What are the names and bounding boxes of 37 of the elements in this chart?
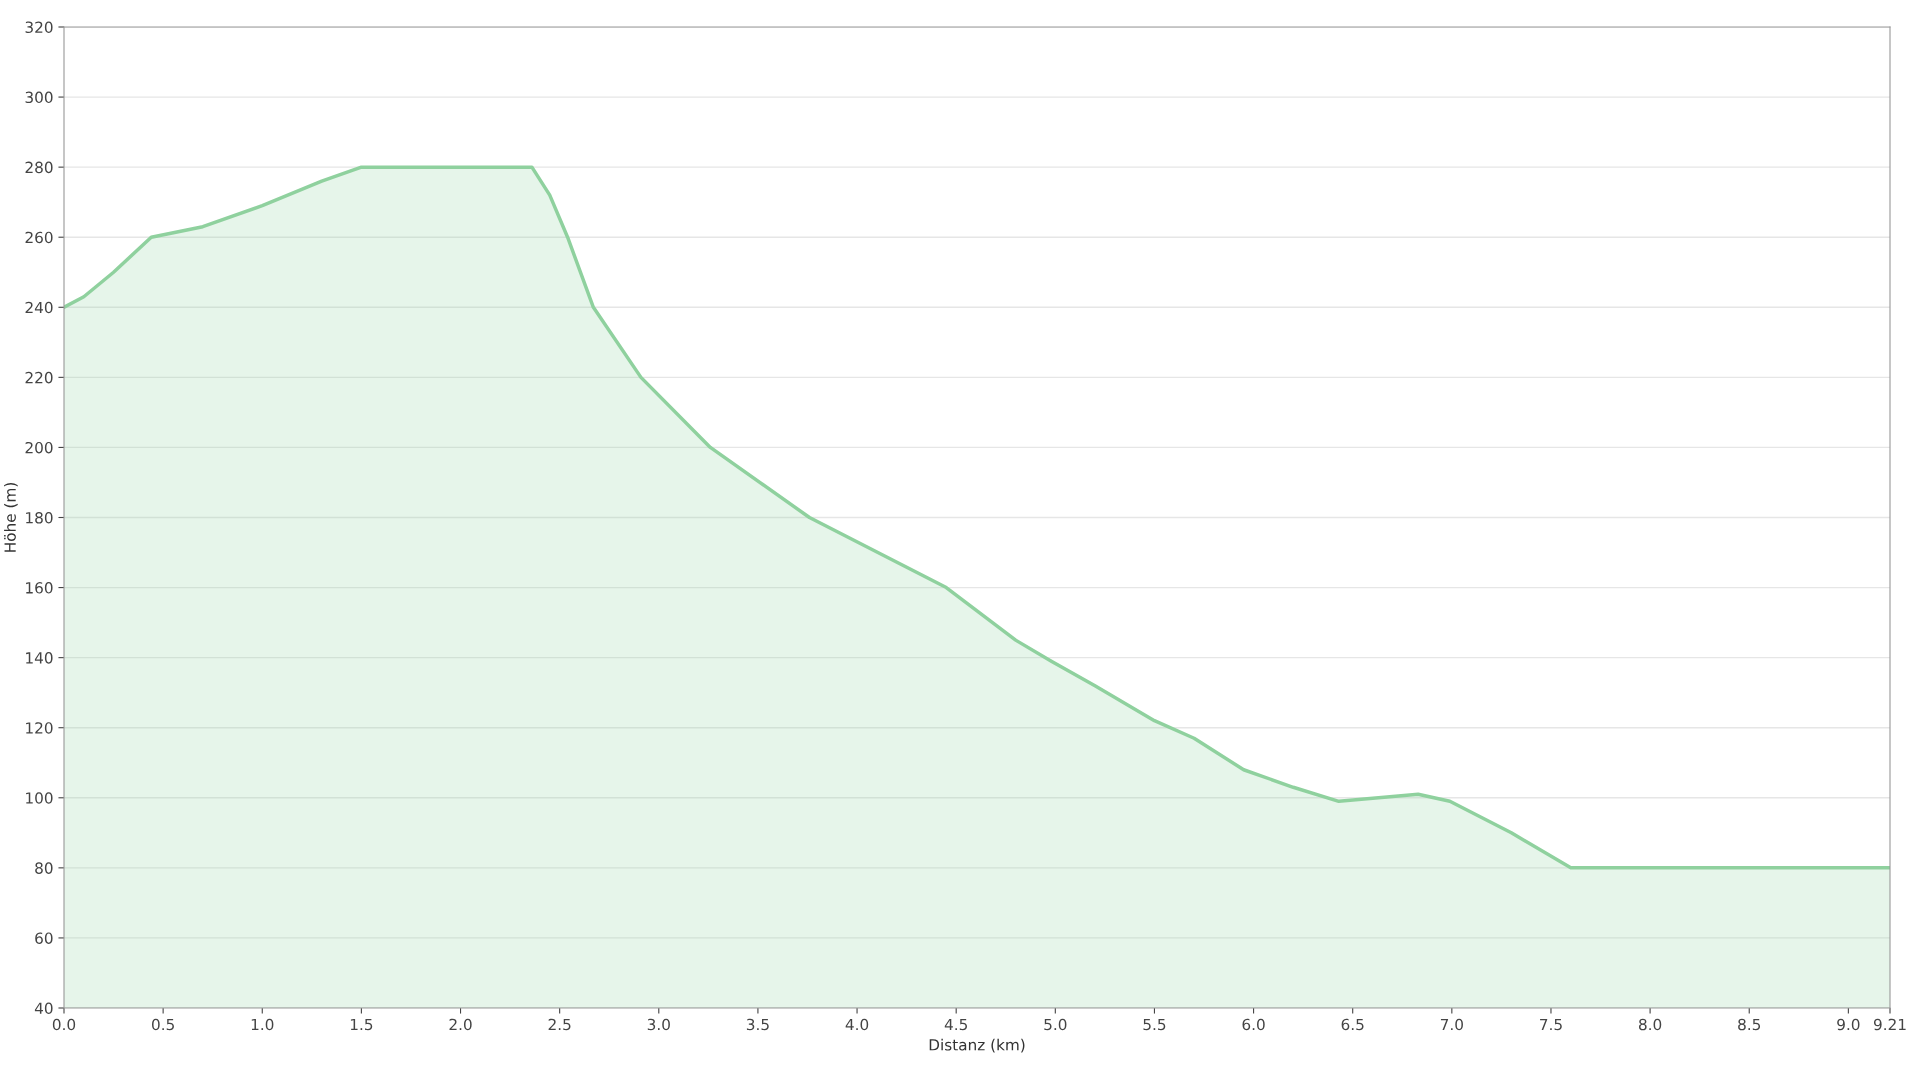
x-tick-label: 1.0 <box>251 1018 274 1031</box>
y-tick-label: 260 <box>25 231 53 244</box>
y-tick-label: 220 <box>25 371 53 384</box>
x-tick-label: 0.0 <box>52 1018 76 1031</box>
y-tick-label: 180 <box>26 511 53 524</box>
x-tick-label: 5.5 <box>1143 1018 1166 1031</box>
y-tick-label: 280 <box>25 161 53 174</box>
y-tick-label: 320 <box>25 21 53 34</box>
y-tick-label: 60 <box>35 932 53 944</box>
y-tick-label: 40 <box>34 1002 53 1015</box>
y-tick-label: 300 <box>25 91 53 104</box>
y-axis-title: Höhe (m) <box>4 483 18 552</box>
x-axis-title: Distanz (km) <box>929 1038 1025 1053</box>
x-tick-label: 0.5 <box>151 1018 174 1031</box>
x-tick-label: 7.5 <box>1540 1018 1562 1031</box>
x-tick-label: 9.0 <box>1837 1018 1860 1031</box>
x-tick-label: 5.0 <box>1044 1018 1067 1031</box>
y-tick-label: 120 <box>26 722 53 734</box>
x-tick-label: 2.0 <box>449 1018 472 1031</box>
y-tick-label: 200 <box>25 441 53 454</box>
x-tick-label: 7.0 <box>1440 1018 1463 1031</box>
x-tick-label: 2.5 <box>548 1018 571 1031</box>
x-tick-label: 3.5 <box>746 1018 769 1031</box>
x-tick-label: 6.5 <box>1341 1018 1364 1031</box>
y-tick-label: 160 <box>26 582 53 594</box>
y-tick-label: 140 <box>26 652 53 664</box>
x-tick-label: 9.21 <box>1873 1018 1906 1031</box>
y-tick-label: 80 <box>35 862 53 874</box>
x-tick-label: 8.0 <box>1638 1018 1662 1031</box>
x-tick-label: 6.0 <box>1242 1018 1265 1031</box>
x-tick-label: 8.5 <box>1738 1018 1761 1031</box>
y-tick-label: 240 <box>25 301 53 314</box>
x-tick-label: 4.0 <box>845 1018 869 1031</box>
x-tick-label: 3.0 <box>647 1018 670 1031</box>
x-tick-label: 1.5 <box>350 1018 373 1031</box>
x-tick-label: 4.5 <box>944 1018 967 1031</box>
y-tick-label: 100 <box>26 792 53 804</box>
